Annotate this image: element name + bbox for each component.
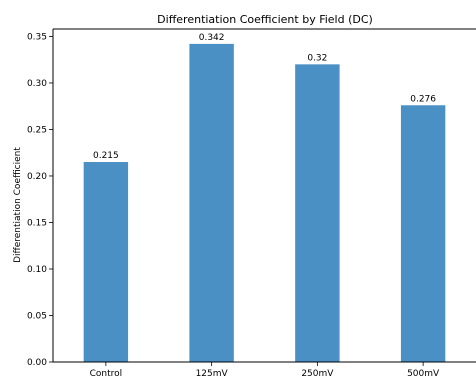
bar	[295, 64, 340, 362]
bar-value-label: 0.342	[199, 33, 225, 43]
chart-title: Differentiation Coefficient by Field (DC…	[157, 13, 373, 26]
bar-value-label: 0.215	[93, 151, 119, 161]
x-tick-label: 250mV	[301, 369, 334, 376]
x-tick-label: 500mV	[407, 369, 440, 376]
bar-value-label: 0.276	[410, 94, 436, 104]
y-tick-label: 0.15	[27, 218, 47, 228]
bar	[400, 105, 446, 362]
x-tick-label: 125mV	[196, 369, 229, 376]
y-tick-label: 0.20	[27, 172, 47, 182]
y-tick-label: 0.35	[27, 32, 47, 42]
y-tick-label: 0.25	[27, 125, 47, 135]
x-tick-label: Control	[90, 369, 123, 376]
plot-area: 0.215 Control 0.342 125mV 0.32 250mV 0.276 500m…	[27, 28, 476, 376]
y-tick-label: 0.00	[27, 358, 47, 368]
bar	[83, 162, 129, 362]
y-tick-label: 0.05	[27, 311, 47, 321]
bar-value-label: 0.32	[307, 53, 327, 63]
bar	[189, 43, 234, 362]
y-tick-label: 0.30	[27, 79, 47, 89]
y-tick-label: 0.10	[27, 265, 47, 275]
y-axis-label: Differentiation Coefficient	[13, 147, 23, 263]
